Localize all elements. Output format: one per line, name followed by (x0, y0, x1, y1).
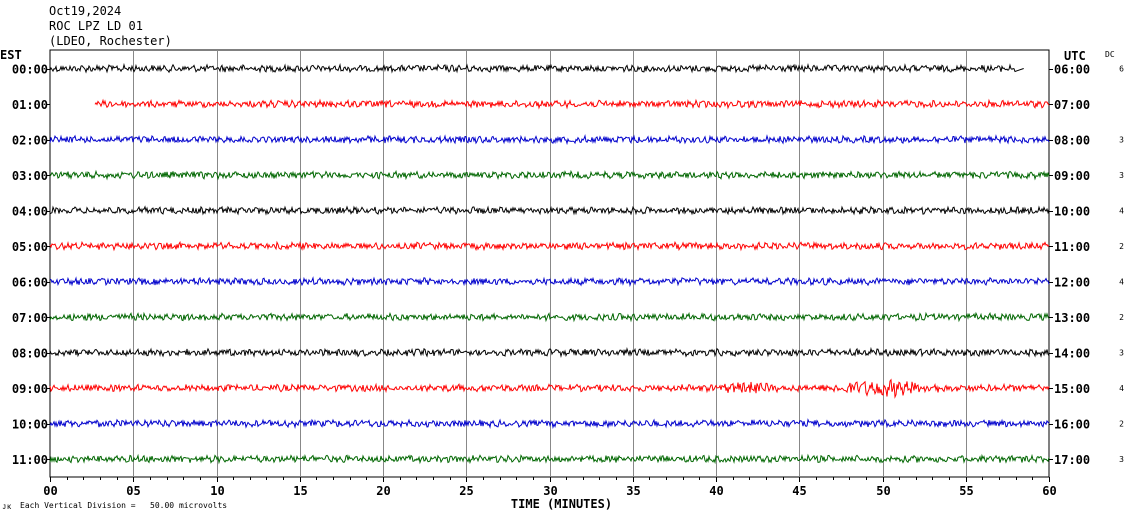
est-hour-label: 11:00 (12, 453, 48, 467)
trace-1100 (49, 240, 1050, 252)
dc-value: 2 (1119, 313, 1124, 322)
est-hour-label: 01:00 (12, 98, 48, 112)
dc-value: 3 (1119, 171, 1124, 180)
x-tick-label-45: 45 (792, 484, 806, 498)
utc-hour-label: 08:00 (1054, 134, 1090, 148)
x-tick-label-55: 55 (959, 484, 973, 498)
utc-hour-label: 07:00 (1054, 98, 1090, 112)
x-tick-label-60: 60 (1042, 484, 1056, 498)
dc-value: 2 (1119, 420, 1124, 429)
utc-hour-label: 14:00 (1054, 347, 1090, 361)
utc-hour-label: 09:00 (1054, 169, 1090, 183)
dc-value: 2 (1119, 242, 1124, 251)
utc-hour-label: 11:00 (1054, 240, 1090, 254)
trace-1200 (49, 276, 1050, 288)
trace-0600 (49, 62, 1024, 74)
utc-hour-label: 16:00 (1054, 418, 1090, 432)
x-tick-label-00: 00 (43, 484, 57, 498)
utc-hour-label: 13:00 (1054, 311, 1090, 325)
station-code: ROC LPZ LD 01 (49, 19, 143, 33)
network-name: (LDEO, Rochester) (49, 34, 172, 48)
vertical-scale-note: Each Vertical Division = 50.00 microvolt… (20, 501, 228, 510)
dc-value: 4 (1119, 278, 1124, 287)
x-tick-label-10: 10 (210, 484, 224, 498)
dc-value: 3 (1119, 136, 1124, 145)
est-hour-label: 09:00 (12, 382, 48, 396)
est-hour-label: 06:00 (12, 276, 48, 290)
trace-0900 (49, 169, 1050, 181)
trace-1000 (49, 205, 1050, 216)
timezone-right-label: UTC (1064, 49, 1086, 63)
est-hour-label: 00:00 (12, 63, 48, 77)
x-tick-label-20: 20 (376, 484, 390, 498)
x-tick-label-15: 15 (293, 484, 307, 498)
trace-1400 (49, 346, 1050, 358)
est-hour-label: 08:00 (12, 347, 48, 361)
utc-hour-label: 06:00 (1054, 63, 1090, 77)
est-hour-label: 03:00 (12, 169, 48, 183)
trace-1500 (49, 378, 1050, 399)
trace-0800 (49, 133, 1050, 146)
trace-1300 (49, 311, 1050, 323)
author-mark: ᴊᴋ (2, 502, 12, 511)
x-tick-label-05: 05 (126, 484, 140, 498)
timezone-left-label: EST (0, 48, 22, 62)
helicorder-date: Oct19,2024 (49, 4, 122, 18)
est-hour-label: 10:00 (12, 418, 48, 432)
utc-hour-label: 10:00 (1054, 205, 1090, 219)
utc-hour-label: 15:00 (1054, 382, 1090, 396)
x-tick-label-30: 30 (543, 484, 557, 498)
x-tick-label-50: 50 (876, 484, 890, 498)
est-hour-label: 02:00 (12, 134, 48, 148)
x-tick-label-35: 35 (626, 484, 640, 498)
x-tick-label-40: 40 (709, 484, 723, 498)
est-hour-label: 05:00 (12, 240, 48, 254)
plot-frame (49, 49, 1050, 478)
utc-hour-label: 17:00 (1054, 453, 1090, 467)
est-hour-label: 04:00 (12, 205, 48, 219)
x-axis-label: TIME (MINUTES) (511, 497, 612, 511)
dc-value: 4 (1119, 384, 1124, 393)
dc-value: 3 (1119, 349, 1124, 358)
est-hour-label: 07:00 (12, 311, 48, 325)
trace-0700 (94, 98, 1050, 110)
dc-column-label: DC (1105, 50, 1115, 59)
trace-1700 (49, 453, 1050, 465)
dc-value: 4 (1119, 207, 1124, 216)
x-tick-label-25: 25 (459, 484, 473, 498)
dc-value: 3 (1119, 455, 1124, 464)
utc-hour-label: 12:00 (1054, 276, 1090, 290)
dc-value: 6 (1119, 65, 1124, 74)
trace-1600 (49, 418, 1050, 430)
